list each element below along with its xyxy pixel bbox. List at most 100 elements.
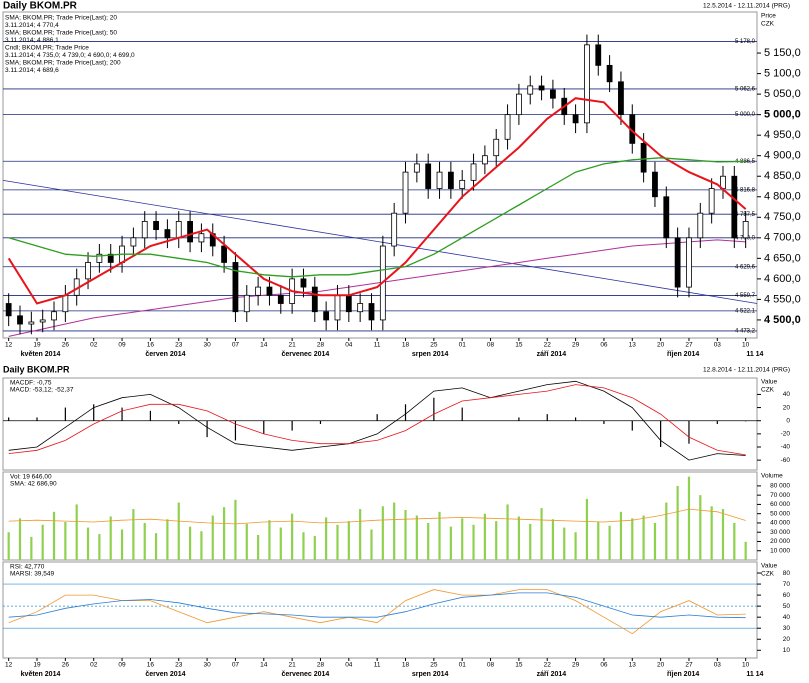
bar: [540, 508, 543, 560]
level-label: 4 522,1: [735, 308, 756, 314]
bar: [529, 523, 532, 560]
bar: [268, 520, 271, 560]
y-tick-label: 80: [783, 570, 791, 577]
bar: [109, 516, 112, 560]
candle-body: [266, 286, 273, 296]
y-tick-label: 4 600,0: [764, 273, 801, 285]
bar: [120, 529, 124, 560]
month-label: 11 14: [746, 351, 763, 358]
level-label: 4 473,2: [735, 329, 756, 335]
bar: [279, 527, 282, 560]
candle-body: [674, 237, 681, 288]
bar: [404, 509, 407, 560]
panel-subtitle: 12.5.2014 - 12.11.2014 (PRG): [703, 3, 790, 10]
bar: [461, 407, 463, 421]
candle-body: [51, 311, 57, 321]
x-tick-label: 14: [260, 662, 268, 669]
bar: [518, 417, 520, 421]
x-tick-label: 02: [90, 342, 98, 349]
bar: [178, 420, 180, 424]
bar: [721, 509, 725, 560]
series-line: [8, 157, 746, 278]
y-tick-label: 60: [783, 592, 791, 599]
y-tick-label: 30 000: [770, 529, 790, 536]
x-tick-label: 27: [685, 342, 693, 349]
series-line: [8, 508, 746, 525]
x-tick-label: 08: [487, 342, 495, 349]
bar: [381, 506, 384, 560]
month-label: květen 2014: [21, 671, 61, 678]
x-tick-label: 16: [147, 662, 155, 669]
x-tick-label: 07: [232, 662, 240, 669]
legend-name: SMA; BKOM.PR; Trade Price(Last); 200: [5, 60, 121, 67]
y-tick-label: -60: [781, 457, 791, 464]
axis-label: Value: [761, 379, 778, 386]
candle-body: [481, 155, 488, 165]
month-label: září 2014: [537, 671, 567, 678]
candle-body: [255, 286, 262, 296]
bar: [653, 522, 657, 560]
candle-body: [742, 220, 749, 239]
bar: [603, 420, 605, 424]
x-tick-label: 26: [62, 342, 70, 349]
bar: [188, 526, 192, 560]
legend-entry: -52,37: [55, 387, 74, 394]
candle-body: [130, 237, 137, 247]
candle-body: [413, 163, 420, 173]
x-tick-label: 20: [657, 342, 665, 349]
bar: [517, 516, 520, 560]
x-tick-label: 01: [459, 662, 467, 669]
x-tick-label: 19: [33, 662, 41, 669]
bar: [699, 495, 702, 560]
y-tick-label: 4 500,0: [764, 314, 801, 326]
candle-body: [85, 262, 91, 280]
y-tick-label: -20: [781, 431, 791, 438]
level-label: 5 000,0: [735, 112, 756, 118]
bar: [688, 420, 690, 444]
candle-body: [141, 220, 148, 239]
month-label: říjen 2014: [667, 351, 699, 358]
candle-body: [618, 81, 624, 116]
level-label: 5 062,6: [735, 87, 756, 93]
bar: [291, 513, 294, 560]
y-tick-label: 4 750,0: [764, 211, 801, 223]
bar: [427, 522, 430, 560]
bar: [619, 511, 623, 560]
candle-body: [175, 220, 182, 239]
y-tick-label: 50: [783, 603, 791, 610]
x-tick-label: 10: [742, 342, 750, 349]
bar: [177, 502, 180, 560]
candle-body: [17, 315, 23, 325]
candle-body: [515, 93, 522, 116]
bar: [585, 498, 589, 560]
bar: [41, 524, 44, 560]
x-tick-label: 12: [5, 662, 13, 669]
candle-body: [606, 64, 613, 83]
series-line: [8, 239, 746, 337]
x-tick-label: 22: [544, 662, 552, 669]
candle-body: [357, 303, 364, 313]
series-line: [8, 592, 746, 619]
x-tick-label: 10: [742, 662, 750, 669]
x-tick-label: 15: [515, 342, 523, 349]
y-tick-label: 4 700,0: [764, 232, 801, 244]
legend-entry: MACDF: -0,75: [10, 380, 52, 387]
y-tick-label: 20: [783, 404, 791, 411]
bar: [546, 414, 548, 421]
candle-body: [697, 212, 704, 239]
x-tick-label: 04: [345, 342, 353, 349]
month-label: červenec 2014: [281, 351, 329, 358]
x-tick-label: 30: [203, 342, 211, 349]
legend-entry: Vol: 19 646,00: [10, 474, 52, 481]
series-line: [8, 384, 746, 456]
bar: [234, 420, 237, 441]
x-tick-label: 13: [629, 342, 637, 349]
month-label: červenec 2014: [281, 671, 329, 678]
bar: [687, 476, 691, 560]
y-tick-label: 50 000: [770, 510, 790, 517]
bar: [433, 397, 435, 421]
y-tick-label: 4 850,0: [764, 170, 801, 182]
month-label: květen 2014: [21, 351, 61, 358]
panel-frame: [2, 471, 758, 561]
candle-body: [663, 196, 670, 239]
